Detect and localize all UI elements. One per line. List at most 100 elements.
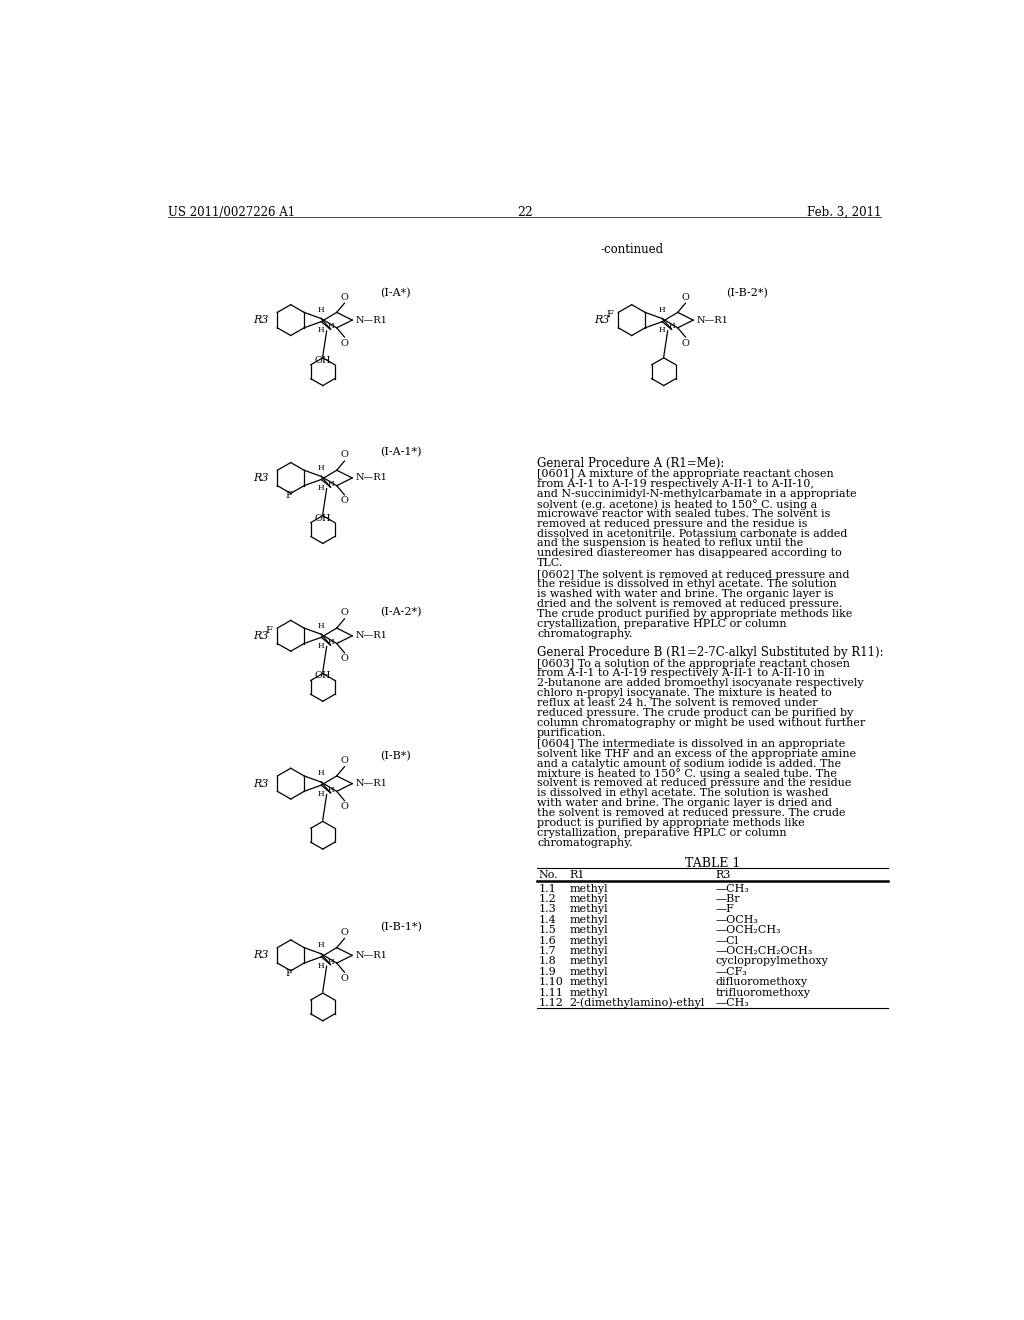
Text: N—R1: N—R1 [696, 315, 728, 325]
Text: the residue is dissolved in ethyl acetate. The solution: the residue is dissolved in ethyl acetat… [538, 579, 837, 590]
Text: O: O [341, 803, 348, 810]
Text: methyl: methyl [569, 966, 608, 977]
Text: H: H [317, 326, 324, 334]
Text: solvent like THF and an excess of the appropriate amine: solvent like THF and an excess of the ap… [538, 748, 856, 759]
Text: crystallization, preparative HPLC or column: crystallization, preparative HPLC or col… [538, 828, 786, 838]
Text: H: H [317, 622, 324, 630]
Text: OH: OH [314, 672, 331, 681]
Text: R3: R3 [716, 870, 731, 879]
Text: —F: —F [716, 904, 734, 915]
Text: R3: R3 [595, 315, 610, 325]
Text: crystallization, preparative HPLC or column: crystallization, preparative HPLC or col… [538, 619, 786, 628]
Text: —CH₃: —CH₃ [716, 883, 750, 894]
Text: N—R1: N—R1 [355, 315, 387, 325]
Text: methyl: methyl [569, 925, 608, 935]
Text: —OCH₂CH₂OCH₃: —OCH₂CH₂OCH₃ [716, 946, 813, 956]
Text: —Br: —Br [716, 894, 740, 904]
Text: H: H [658, 326, 665, 334]
Text: the solvent is removed at reduced pressure. The crude: the solvent is removed at reduced pressu… [538, 808, 846, 818]
Text: and N-succinimidyl-N-methylcarbamate in a appropriate: and N-succinimidyl-N-methylcarbamate in … [538, 490, 857, 499]
Text: 2-(dimethylamino)-ethyl: 2-(dimethylamino)-ethyl [569, 998, 706, 1008]
Text: undesired diastereomer has disappeared according to: undesired diastereomer has disappeared a… [538, 548, 842, 558]
Text: [0602] The solvent is removed at reduced pressure and: [0602] The solvent is removed at reduced… [538, 570, 850, 579]
Text: H: H [317, 789, 324, 797]
Text: H: H [317, 463, 324, 471]
Text: H: H [317, 770, 324, 777]
Text: —OCH₃: —OCH₃ [716, 915, 759, 925]
Text: F: F [607, 310, 613, 319]
Text: N—R1: N—R1 [355, 631, 387, 640]
Text: O: O [341, 756, 348, 766]
Text: methyl: methyl [569, 977, 608, 987]
Text: reduced pressure. The crude product can be purified by: reduced pressure. The crude product can … [538, 708, 854, 718]
Text: and a catalytic amount of sodium iodide is added. The: and a catalytic amount of sodium iodide … [538, 759, 842, 768]
Text: 1.11: 1.11 [539, 987, 563, 998]
Text: H: H [658, 306, 665, 314]
Text: removed at reduced pressure and the residue is: removed at reduced pressure and the resi… [538, 519, 808, 529]
Text: No.: No. [539, 870, 558, 879]
Text: TLC.: TLC. [538, 558, 563, 568]
Text: (I-A-1*): (I-A-1*) [380, 447, 421, 458]
Text: [0601] A mixture of the appropriate reactant chosen: [0601] A mixture of the appropriate reac… [538, 470, 834, 479]
Text: solvent is removed at reduced pressure and the residue: solvent is removed at reduced pressure a… [538, 779, 852, 788]
Text: microwave reactor with sealed tubes. The solvent is: microwave reactor with sealed tubes. The… [538, 510, 830, 519]
Text: dried and the solvent is removed at reduced pressure.: dried and the solvent is removed at redu… [538, 599, 843, 609]
Text: (I-B-2*): (I-B-2*) [726, 288, 768, 298]
Text: F: F [266, 626, 272, 635]
Text: —CH₃: —CH₃ [716, 998, 750, 1008]
Text: F: F [286, 969, 293, 978]
Text: H: H [328, 480, 335, 488]
Text: General Procedure A (R1=Me):: General Procedure A (R1=Me): [538, 457, 725, 470]
Text: [0604] The intermediate is dissolved in an appropriate: [0604] The intermediate is dissolved in … [538, 739, 846, 748]
Text: 2-butanone are added bromoethyl isocyanate respectively: 2-butanone are added bromoethyl isocyana… [538, 678, 864, 688]
Text: methyl: methyl [569, 883, 608, 894]
Text: O: O [341, 450, 348, 459]
Text: purification.: purification. [538, 727, 606, 738]
Text: reflux at least 24 h. The solvent is removed under: reflux at least 24 h. The solvent is rem… [538, 698, 818, 708]
Text: cyclopropylmethoxy: cyclopropylmethoxy [716, 957, 828, 966]
Text: H: H [669, 322, 676, 330]
Text: General Procedure B (R1=2-7C-alkyl Substituted by R11):: General Procedure B (R1=2-7C-alkyl Subst… [538, 647, 884, 659]
Text: with water and brine. The organic layer is dried and: with water and brine. The organic layer … [538, 799, 833, 808]
Text: O: O [341, 609, 348, 618]
Text: H: H [328, 638, 335, 645]
Text: and the suspension is heated to reflux until the: and the suspension is heated to reflux u… [538, 539, 804, 549]
Text: The crude product purified by appropriate methods like: The crude product purified by appropriat… [538, 609, 853, 619]
Text: O: O [341, 655, 348, 663]
Text: 1.4: 1.4 [539, 915, 556, 925]
Text: TABLE 1: TABLE 1 [685, 857, 740, 870]
Text: H: H [317, 941, 324, 949]
Text: O: O [682, 293, 689, 302]
Text: methyl: methyl [569, 904, 608, 915]
Text: H: H [328, 322, 335, 330]
Text: H: H [317, 306, 324, 314]
Text: chloro n-propyl isocyanate. The mixture is heated to: chloro n-propyl isocyanate. The mixture … [538, 688, 831, 698]
Text: O: O [341, 293, 348, 302]
Text: O: O [341, 339, 348, 347]
Text: 1.8: 1.8 [539, 957, 556, 966]
Text: (I-A*): (I-A*) [380, 288, 411, 298]
Text: 1.2: 1.2 [539, 894, 556, 904]
Text: H: H [317, 961, 324, 969]
Text: -continued: -continued [600, 243, 664, 256]
Text: R3: R3 [254, 473, 269, 483]
Text: R3: R3 [254, 950, 269, 961]
Text: 1.3: 1.3 [539, 904, 556, 915]
Text: H: H [317, 642, 324, 649]
Text: (I-B-1*): (I-B-1*) [380, 923, 422, 932]
Text: H: H [328, 958, 335, 966]
Text: US 2011/0027226 A1: US 2011/0027226 A1 [168, 206, 296, 219]
Text: F: F [286, 491, 293, 500]
Text: —Cl: —Cl [716, 936, 738, 945]
Text: 1.7: 1.7 [539, 946, 556, 956]
Text: 1.9: 1.9 [539, 966, 556, 977]
Text: methyl: methyl [569, 987, 608, 998]
Text: (I-A-2*): (I-A-2*) [380, 607, 421, 616]
Text: methyl: methyl [569, 957, 608, 966]
Text: [0603] To a solution of the appropriate reactant chosen: [0603] To a solution of the appropriate … [538, 659, 850, 669]
Text: column chromatography or might be used without further: column chromatography or might be used w… [538, 718, 865, 727]
Text: is washed with water and brine. The organic layer is: is washed with water and brine. The orga… [538, 589, 834, 599]
Text: 1.5: 1.5 [539, 925, 556, 935]
Text: O: O [682, 339, 689, 347]
Text: (I-B*): (I-B*) [380, 751, 411, 762]
